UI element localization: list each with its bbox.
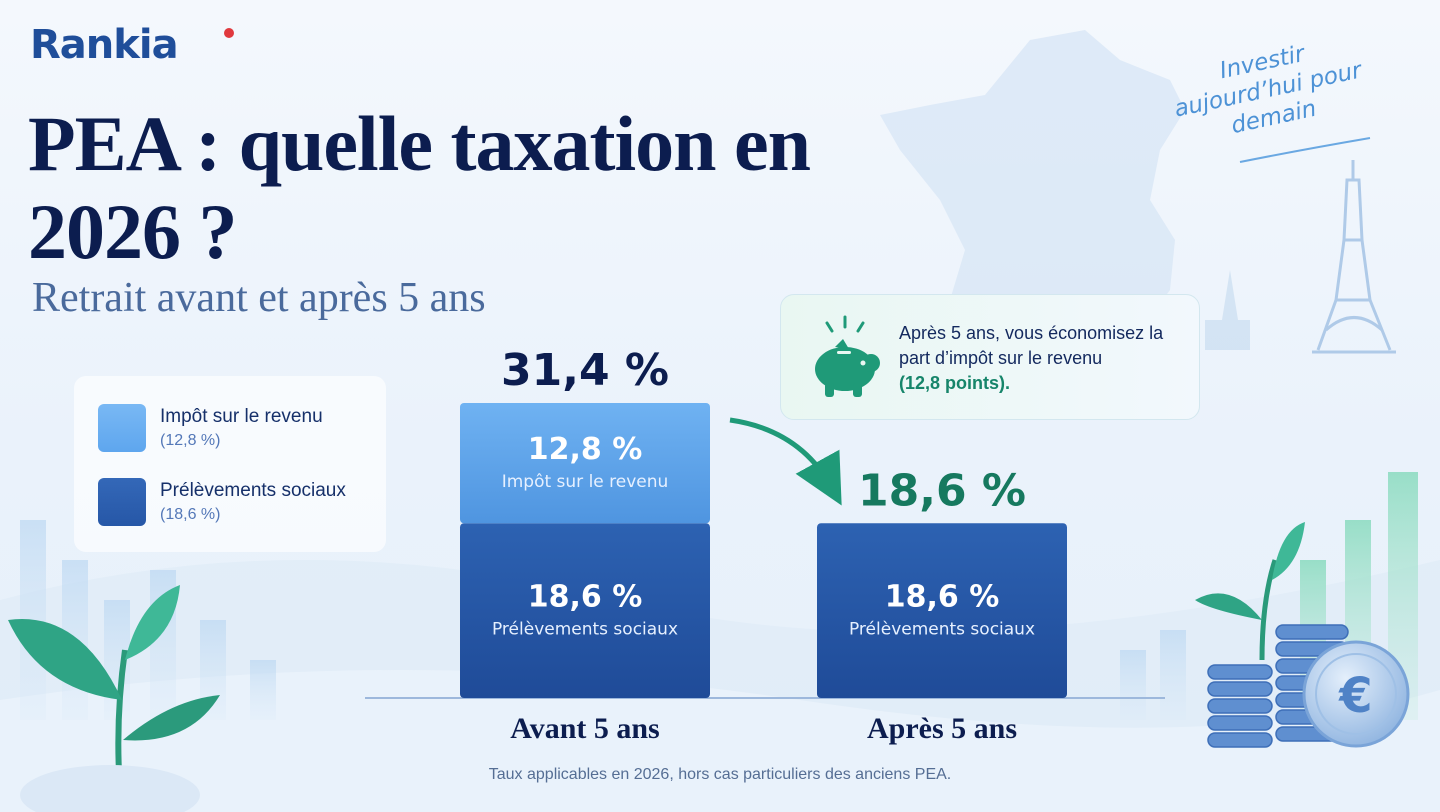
bar-segment-impot: [460, 403, 710, 524]
legend-swatch-prelevements: [98, 478, 146, 526]
category-label: Après 5 ans: [867, 712, 1017, 745]
bar-segment-prelevements: [460, 523, 710, 698]
category-label: Avant 5 ans: [510, 712, 659, 745]
piggy-bank-icon: [815, 315, 880, 397]
bar-value-label: 18,6 %: [528, 580, 643, 615]
legend-swatch-impot: [98, 404, 146, 452]
bar-value-label: 12,8 %: [528, 432, 643, 467]
building-silhouette: [1205, 270, 1250, 350]
page-title: PEA : quelle taxation en 2026 ?: [28, 100, 811, 275]
bar-total-label: 31,4 %: [501, 345, 669, 396]
bar-series-label: Prélèvements sociaux: [492, 620, 678, 640]
plant-left-illustration: [8, 585, 220, 812]
france-map-shape: [880, 30, 1185, 345]
coin-stack-illustration: [1207, 624, 1410, 748]
rankia-logo[interactable]: Rankia: [30, 22, 234, 68]
plant-right-illustration: [1195, 522, 1305, 661]
bar-series-label: Impôt sur le revenu: [502, 472, 669, 492]
legend-label: Prélèvements sociaux: [160, 480, 346, 501]
bar-total-label: 18,6 %: [858, 465, 1026, 516]
legend-value: (18,6 %): [160, 506, 221, 523]
bar-value-label: 18,6 %: [885, 580, 1000, 615]
euro-icon: €: [1338, 668, 1372, 724]
logo-text: Rankia: [30, 22, 179, 68]
callout-line: Après 5 ans, vous économisez la part d’i…: [899, 323, 1164, 368]
footnote: Taux applicables en 2026, hors cas parti…: [488, 766, 952, 783]
bar-segment-prelevements: [817, 523, 1067, 698]
page-subtitle: Retrait avant et après 5 ans: [32, 275, 486, 321]
callout-highlight: (12,8 points).: [899, 373, 1011, 393]
bar-series-label: Prélèvements sociaux: [849, 620, 1035, 640]
legend-item-impot: Impôt sur le revenu (12,8 %): [98, 404, 323, 452]
savings-callout: Après 5 ans, vous économisez la part d’i…: [780, 294, 1200, 420]
logo-dot: [224, 28, 234, 38]
eiffel-tower-icon: [1312, 160, 1396, 354]
savings-arrow: [729, 417, 842, 506]
legend-item-prelevements: Prélèvements sociaux (18,6 %): [98, 478, 346, 526]
chart-legend: Impôt sur le revenu (12,8 %) Prélèvement…: [74, 376, 386, 552]
callout-text: Après 5 ans, vous économisez la part d’i…: [899, 321, 1189, 396]
legend-value: (12,8 %): [160, 432, 221, 449]
legend-label: Impôt sur le revenu: [160, 406, 323, 427]
